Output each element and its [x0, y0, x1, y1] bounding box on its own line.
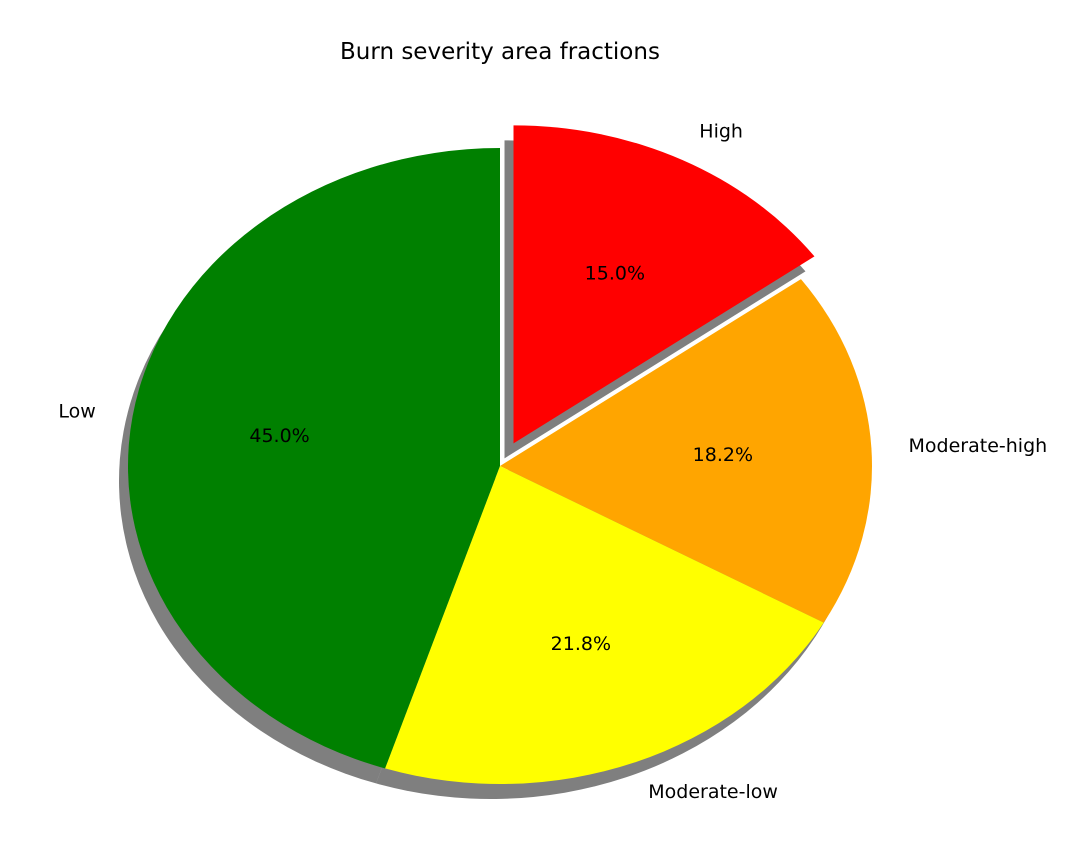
- percent-label-low: 45.0%: [249, 425, 309, 447]
- chart-title: Burn severity area fractions: [340, 39, 660, 65]
- slice-label-high: High: [699, 121, 743, 143]
- slice-label-moderate-high: Moderate-high: [909, 435, 1048, 457]
- percent-label-high: 15.0%: [585, 262, 645, 284]
- percent-label-moderate-high: 18.2%: [693, 444, 753, 466]
- pie-slice-moderate-high: [500, 279, 872, 623]
- pie-labels: High 15.0% Moderate-high 18.2% Moderate-low 2…: [58, 121, 1047, 803]
- pie-slice-moderate-low: [385, 466, 824, 784]
- pie-slice-low: [128, 148, 500, 769]
- pie-slices: [128, 125, 872, 784]
- percent-label-moderate-low: 21.8%: [551, 633, 611, 655]
- slice-label-moderate-low: Moderate-low: [648, 781, 778, 803]
- slice-label-low: Low: [58, 400, 95, 422]
- pie-slice-high: [513, 125, 815, 444]
